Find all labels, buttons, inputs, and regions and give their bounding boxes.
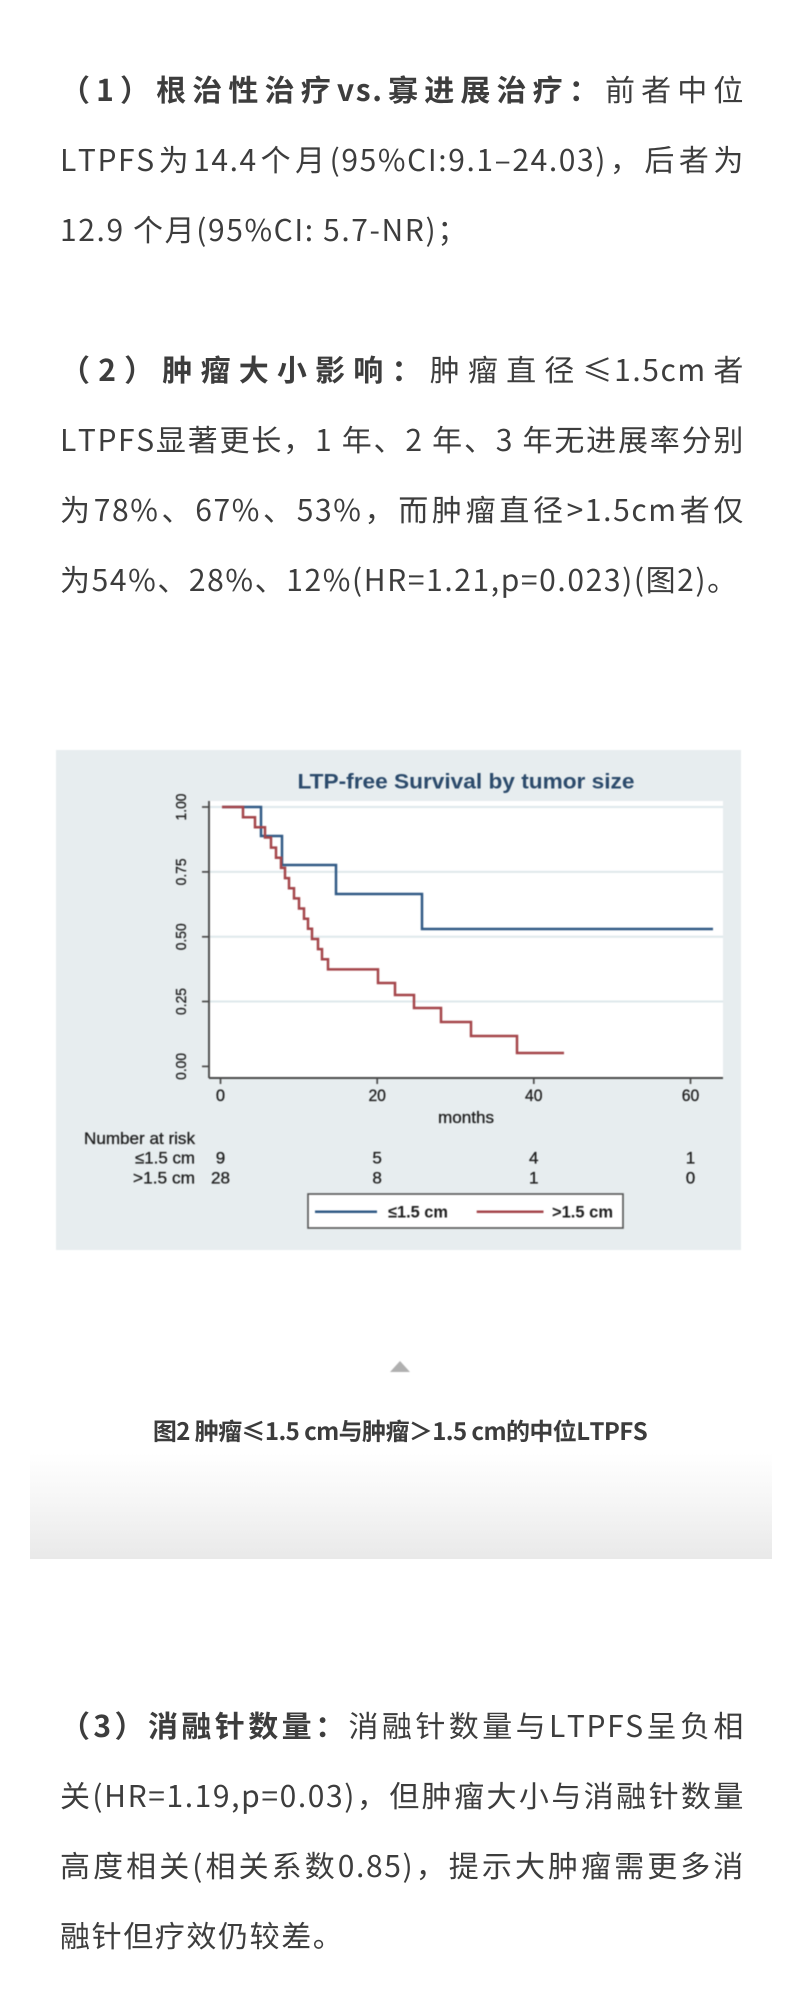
svg-text:5: 5 bbox=[372, 1150, 382, 1168]
svg-text:≤1.5 cm: ≤1.5 cm bbox=[135, 1150, 195, 1168]
svg-text:0: 0 bbox=[686, 1170, 696, 1188]
svg-text:0.00: 0.00 bbox=[173, 1053, 190, 1080]
svg-text:1: 1 bbox=[529, 1170, 539, 1188]
svg-text:1: 1 bbox=[686, 1150, 696, 1168]
svg-text:0.50: 0.50 bbox=[173, 923, 190, 950]
svg-text:28: 28 bbox=[211, 1170, 230, 1188]
svg-text:>1.5 cm: >1.5 cm bbox=[552, 1204, 613, 1222]
svg-text:0: 0 bbox=[216, 1087, 225, 1105]
svg-text:≤1.5 cm: ≤1.5 cm bbox=[388, 1204, 448, 1222]
svg-text:20: 20 bbox=[368, 1087, 386, 1105]
svg-text:0.25: 0.25 bbox=[173, 988, 190, 1015]
svg-text:0.75: 0.75 bbox=[173, 858, 190, 885]
svg-text:months: months bbox=[438, 1109, 494, 1127]
svg-text:>1.5 cm: >1.5 cm bbox=[133, 1170, 195, 1188]
svg-text:8: 8 bbox=[372, 1170, 382, 1188]
svg-text:40: 40 bbox=[525, 1087, 543, 1105]
svg-text:4: 4 bbox=[529, 1150, 539, 1168]
svg-text:Number at risk: Number at risk bbox=[84, 1130, 196, 1148]
svg-text:LTP-free Survival by tumor siz: LTP-free Survival by tumor size bbox=[298, 771, 635, 794]
svg-text:60: 60 bbox=[682, 1087, 700, 1105]
svg-text:9: 9 bbox=[216, 1150, 226, 1168]
svg-text:1.00: 1.00 bbox=[173, 794, 190, 821]
